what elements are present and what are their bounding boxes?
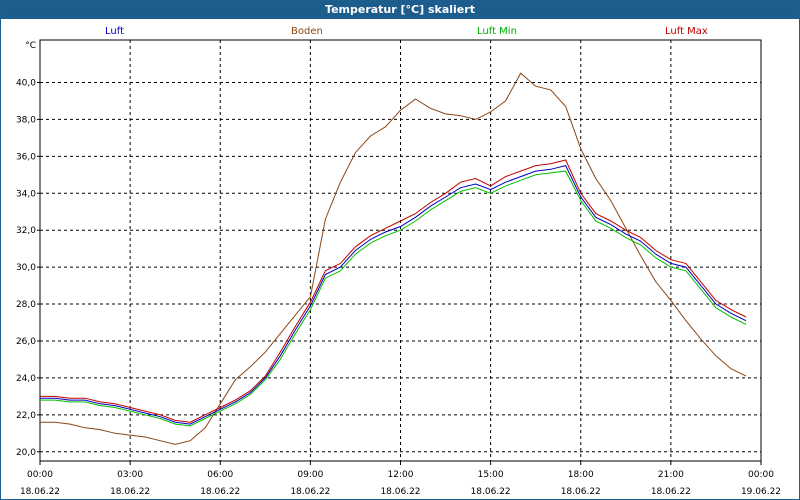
x-tick-label-date: 18.06.22 — [290, 487, 330, 497]
y-tick-label: 40,0 — [16, 78, 36, 88]
x-tick-label-date: 19.06.22 — [741, 487, 781, 497]
x-tick-label-date: 18.06.22 — [651, 487, 691, 497]
legend-luft-min: Luft Min — [477, 26, 517, 37]
x-tick-label-date: 18.06.22 — [380, 487, 420, 497]
x-tick-label-time: 15:00 — [478, 470, 504, 480]
x-tick-label-time: 12:00 — [388, 470, 414, 480]
x-tick-label-time: 21:00 — [658, 470, 684, 480]
y-tick-label: 24,0 — [16, 374, 36, 384]
y-tick-label: 30,0 — [16, 263, 36, 273]
x-tick-label-time: 00:00 — [27, 470, 53, 480]
chart-title: Temperatur [°C] skaliert — [1, 1, 799, 19]
y-tick-label: 20,0 — [16, 448, 36, 458]
series-line-boden — [40, 72, 747, 445]
x-tick-label-date: 18.06.22 — [561, 487, 601, 497]
y-tick-label: 34,0 — [16, 189, 36, 199]
series-line-luft-max — [40, 159, 747, 423]
series-line-luft-min — [40, 170, 747, 427]
y-tick-label: 22,0 — [16, 411, 36, 421]
y-tick-label: 38,0 — [16, 115, 36, 125]
x-tick-label-date: 18.06.22 — [200, 487, 240, 497]
legend-luft-max: Luft Max — [665, 26, 708, 37]
x-tick-label-time: 03:00 — [117, 470, 143, 480]
x-tick-label-date: 18.06.22 — [471, 487, 511, 497]
x-tick-label-time: 18:00 — [568, 470, 594, 480]
x-tick-label-time: 06:00 — [207, 470, 233, 480]
x-tick-label-date: 18.06.22 — [20, 487, 60, 497]
x-tick-label-time: 09:00 — [297, 470, 323, 480]
x-tick-label-time: 00:00 — [748, 470, 774, 480]
legend-luft: Luft — [105, 26, 124, 37]
y-axis-label: °C — [25, 41, 36, 51]
y-tick-label: 28,0 — [16, 300, 36, 310]
y-tick-label: 26,0 — [16, 337, 36, 347]
y-tick-label: 36,0 — [16, 152, 36, 162]
x-tick-label-date: 18.06.22 — [110, 487, 150, 497]
series-line-luft — [40, 165, 747, 425]
legend-boden: Boden — [291, 26, 323, 37]
y-tick-label: 32,0 — [16, 226, 36, 236]
